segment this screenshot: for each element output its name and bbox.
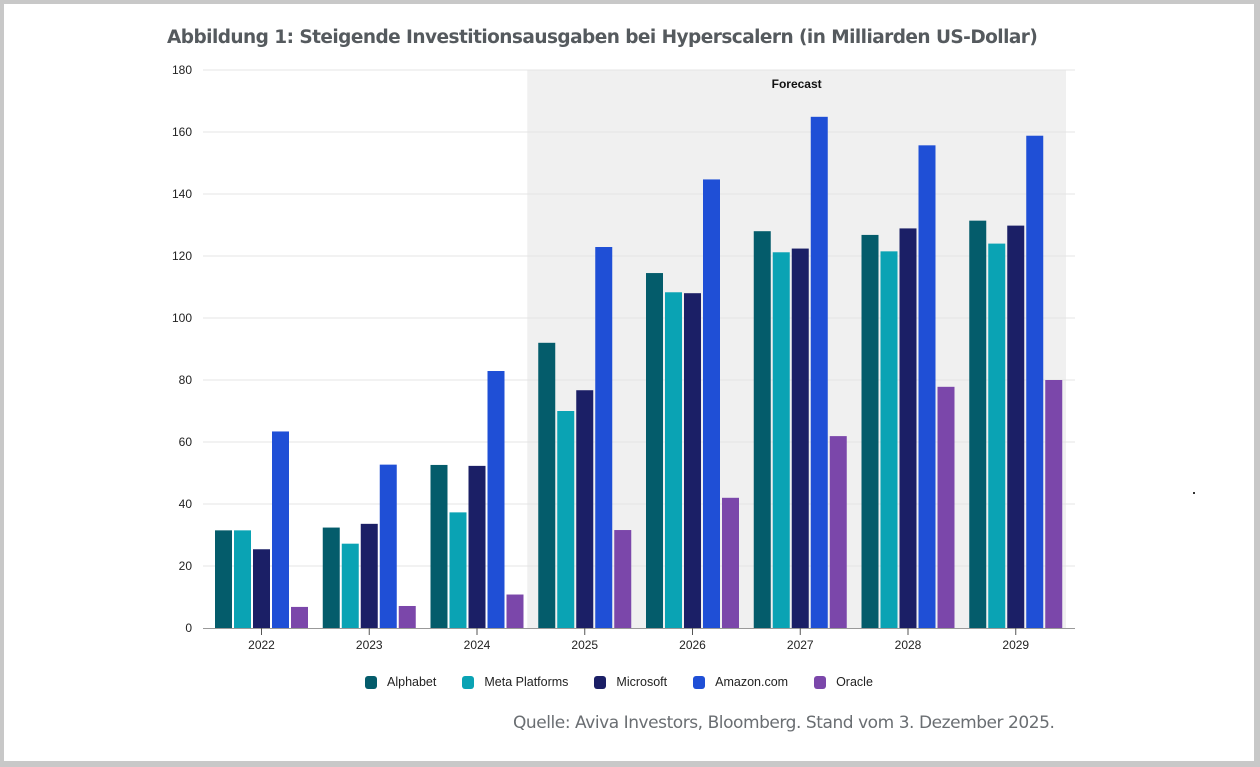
- bar-amazon-com-2027: [810, 116, 828, 628]
- bars: [215, 116, 1063, 629]
- x-tick-label: 2028: [895, 638, 922, 652]
- legend-swatch: [814, 675, 827, 689]
- bar-alphabet-2027: [753, 231, 771, 628]
- legend-item-amazon-com: Amazon.com: [693, 675, 788, 689]
- bar-oracle-2022: [291, 606, 308, 628]
- bar-microsoft-2023: [360, 523, 378, 628]
- legend-label: Alphabet: [387, 675, 437, 689]
- x-tick-label: 2029: [1002, 638, 1029, 652]
- legend-item-microsoft: Microsoft: [594, 675, 667, 689]
- bar-microsoft-2027: [791, 248, 809, 628]
- bar-amazon-com-2028: [918, 145, 936, 628]
- bar-meta-platforms-2029: [988, 243, 1006, 628]
- bar-microsoft-2029: [1007, 225, 1025, 628]
- bar-meta-platforms-2028: [880, 251, 898, 628]
- bar-meta-platforms-2026: [665, 292, 682, 628]
- legend-label: Amazon.com: [715, 675, 789, 689]
- bar-alphabet-2028: [861, 234, 879, 629]
- bar-meta-platforms-2022: [234, 530, 251, 628]
- stray-mark: [1193, 492, 1195, 494]
- y-tick-label: 0: [185, 621, 192, 635]
- legend: Alphabet Meta Platforms Microsoft Amazon.co…: [365, 675, 899, 689]
- bar-oracle-2023: [398, 605, 416, 628]
- bar-microsoft-2022: [253, 549, 270, 628]
- x-tick-label: 2023: [356, 638, 383, 652]
- legend-swatch: [594, 675, 607, 689]
- bar-meta-platforms-2024: [449, 512, 467, 628]
- legend-swatch: [365, 675, 377, 689]
- bar-amazon-com-2023: [379, 464, 397, 628]
- legend-swatch: [693, 675, 706, 689]
- bar-alphabet-2024: [430, 464, 448, 628]
- bar-group-2024: [430, 371, 524, 628]
- bar-alphabet-2026: [646, 273, 663, 628]
- y-tick-label: 160: [172, 125, 192, 139]
- legend-label: Microsoft: [616, 675, 668, 689]
- legend-item-meta-platforms: Meta Platforms: [462, 675, 568, 689]
- bar-oracle-2029: [1045, 380, 1063, 628]
- bar-amazon-com-2024: [487, 371, 505, 628]
- bar-oracle-2026: [722, 497, 739, 628]
- bar-alphabet-2023: [322, 527, 340, 628]
- bar-microsoft-2024: [468, 465, 486, 628]
- y-tick-label: 140: [172, 187, 192, 201]
- bar-meta-platforms-2025: [557, 411, 575, 628]
- bar-microsoft-2025: [576, 390, 594, 628]
- bar-group-2023: [322, 464, 416, 628]
- legend-label: Meta Platforms: [484, 675, 569, 689]
- y-axis: 0 20 40 60 80 100 120 140 160 180: [172, 63, 192, 635]
- y-tick-label: 120: [172, 249, 192, 263]
- bar-group-2028: [861, 145, 955, 629]
- x-tick-label: 2022: [248, 638, 275, 652]
- legend-label: Oracle: [836, 675, 873, 689]
- forecast-label: Forecast: [772, 77, 822, 91]
- y-tick-label: 80: [179, 373, 193, 387]
- bar-amazon-com-2029: [1026, 135, 1044, 628]
- legend-swatch: [462, 675, 475, 689]
- bar-microsoft-2026: [684, 293, 701, 628]
- bar-group-2022: [215, 431, 308, 628]
- bar-alphabet-2025: [538, 342, 556, 628]
- bar-alphabet-2022: [215, 530, 232, 628]
- bar-alphabet-2029: [969, 220, 987, 628]
- y-tick-label: 180: [172, 63, 192, 77]
- chart-title: Abbildung 1: Steigende Investitionsausga…: [167, 27, 1038, 48]
- bar-meta-platforms-2023: [341, 543, 359, 628]
- legend-item-oracle: Oracle: [814, 675, 873, 689]
- x-tick-label: 2026: [679, 638, 706, 652]
- x-axis: 2022 2023 2024 2025 2026 2027 2028 2029: [203, 628, 1075, 652]
- y-tick-label: 100: [172, 311, 192, 325]
- x-tick-label: 2024: [464, 638, 491, 652]
- bar-oracle-2028: [937, 386, 955, 628]
- y-tick-label: 60: [179, 435, 193, 449]
- bar-oracle-2025: [614, 530, 632, 628]
- y-tick-label: 40: [179, 497, 193, 511]
- x-tick-label: 2025: [571, 638, 598, 652]
- bar-group-2029: [969, 135, 1063, 628]
- bar-microsoft-2028: [899, 228, 917, 628]
- bar-amazon-com-2025: [595, 247, 613, 628]
- x-tick-label: 2027: [787, 638, 814, 652]
- bar-meta-platforms-2027: [772, 252, 790, 628]
- bar-amazon-com-2026: [703, 179, 720, 628]
- bar-amazon-com-2022: [272, 431, 289, 628]
- bar-oracle-2027: [829, 436, 847, 628]
- legend-item-alphabet: Alphabet: [365, 675, 436, 689]
- bar-oracle-2024: [506, 594, 524, 628]
- bar-group-2027: [753, 116, 847, 628]
- bar-group-2025: [538, 247, 632, 628]
- y-tick-label: 20: [179, 559, 193, 573]
- source-note: Quelle: Aviva Investors, Bloomberg. Stan…: [513, 713, 1055, 733]
- bar-group-2026: [646, 179, 739, 628]
